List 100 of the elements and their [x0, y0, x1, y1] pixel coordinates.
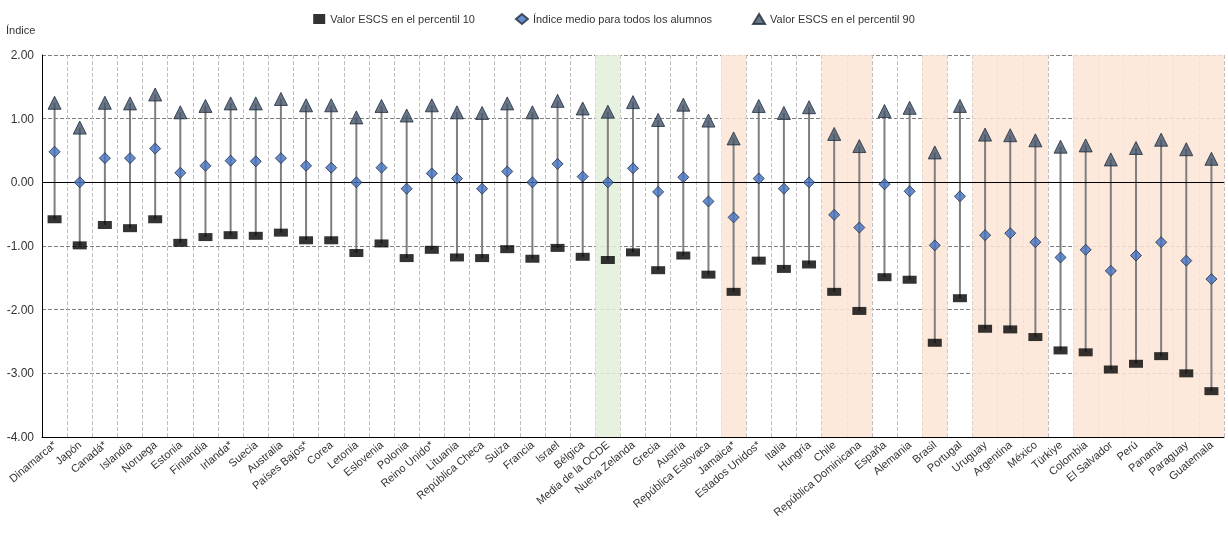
point: [98, 152, 111, 165]
point: [676, 97, 691, 112]
point: [476, 182, 489, 195]
point: [952, 98, 967, 113]
point: [475, 105, 490, 120]
point: [299, 98, 314, 113]
point: [777, 182, 790, 195]
point: [927, 145, 942, 160]
point: [300, 159, 313, 172]
point: [928, 239, 941, 252]
point: [399, 108, 414, 123]
point: [97, 95, 112, 110]
point: [501, 165, 514, 178]
point: [1180, 254, 1193, 267]
point: [1054, 251, 1067, 264]
point: [424, 98, 439, 113]
point: [1204, 151, 1219, 166]
point: [174, 166, 187, 179]
point: [72, 120, 87, 135]
point: [1205, 273, 1218, 286]
point: [853, 221, 866, 234]
y-axis-title: Índice: [6, 23, 36, 36]
point: [223, 96, 238, 111]
point: [726, 131, 741, 146]
legend-label: Índice medio para todos los alumnos: [532, 13, 713, 25]
point: [802, 100, 817, 115]
point: [601, 176, 614, 189]
point: [325, 161, 338, 174]
point: [1179, 142, 1194, 157]
point: [1029, 236, 1042, 249]
point: [199, 159, 212, 172]
point: [526, 176, 539, 189]
y-tick-label: -3.00: [6, 366, 35, 381]
point: [273, 91, 288, 106]
point: [1103, 152, 1118, 167]
point: [425, 167, 438, 180]
point: [551, 157, 564, 170]
point: [1079, 243, 1092, 256]
point: [979, 229, 992, 242]
y-tick-label: 0.00: [10, 175, 35, 190]
point: [249, 155, 262, 168]
point: [224, 154, 237, 167]
point: [752, 172, 765, 185]
y-tick-label: 2.00: [10, 48, 35, 62]
y-tick-label: -4.00: [6, 430, 35, 444]
point: [652, 185, 665, 198]
y-tick-label: -2.00: [6, 302, 35, 317]
point: [349, 110, 364, 125]
point: [978, 127, 993, 142]
point: [324, 98, 339, 113]
point: [1155, 236, 1168, 249]
point: [651, 112, 666, 127]
point: [702, 195, 715, 208]
point: [248, 96, 263, 111]
point: [1004, 227, 1017, 240]
point: [1128, 140, 1143, 155]
point: [123, 96, 138, 111]
point: [776, 105, 791, 120]
point: [827, 126, 842, 141]
point: [148, 87, 163, 102]
point: [626, 95, 640, 110]
point: [198, 98, 213, 113]
point: [1129, 249, 1142, 262]
point: [47, 95, 62, 110]
point: [124, 152, 137, 165]
y-tick-label: 1.00: [10, 111, 35, 126]
point: [1053, 139, 1068, 154]
point: [600, 104, 615, 119]
point: [149, 142, 162, 155]
point: [450, 172, 463, 185]
point: [449, 105, 464, 120]
point: [350, 176, 363, 189]
point: [374, 98, 389, 113]
point: [575, 101, 590, 116]
legend-label: Valor ESCS en el percentil 10: [330, 13, 475, 25]
point: [1154, 132, 1169, 147]
point: [1028, 133, 1043, 148]
point: [902, 100, 917, 115]
point: [400, 182, 413, 195]
point: [500, 96, 515, 111]
point: [73, 176, 86, 189]
point: [701, 113, 716, 128]
point: [877, 104, 892, 119]
point: [953, 190, 966, 203]
y-tick-label: -1.00: [6, 239, 35, 253]
point: [677, 171, 690, 184]
point: [903, 185, 916, 198]
point: [627, 162, 639, 175]
point: [727, 211, 740, 224]
point: [878, 178, 891, 191]
point: [1078, 138, 1093, 153]
point: [274, 152, 287, 165]
legend-label: Valor ESCS en el percentil 90: [770, 13, 915, 25]
point: [525, 105, 540, 120]
point: [1003, 128, 1018, 143]
point: [828, 208, 841, 221]
point: [576, 170, 589, 183]
point: [550, 93, 565, 108]
point: [375, 161, 388, 174]
point: [751, 98, 766, 113]
